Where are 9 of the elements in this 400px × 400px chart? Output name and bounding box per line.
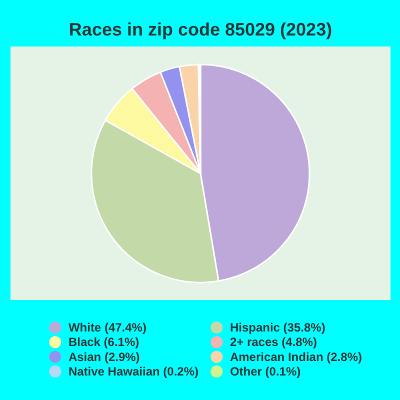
legend-label: White (47.4%) [68, 320, 146, 334]
legend-label: Native Hawaiian (0.2%) [68, 364, 199, 379]
legend-label: 2+ races (4.8%) [230, 335, 318, 350]
chart-title: Races in zip code 85029 (2023) [68, 20, 332, 40]
legend-label: Other (0.1%) [230, 364, 301, 379]
legend-label: Asian (2.9%) [68, 350, 140, 364]
legend-label: Black (6.1%) [68, 335, 140, 350]
legend-label: Hispanic (35.8%) [230, 320, 326, 334]
legend-label: American Indian (2.8%) [230, 350, 362, 364]
